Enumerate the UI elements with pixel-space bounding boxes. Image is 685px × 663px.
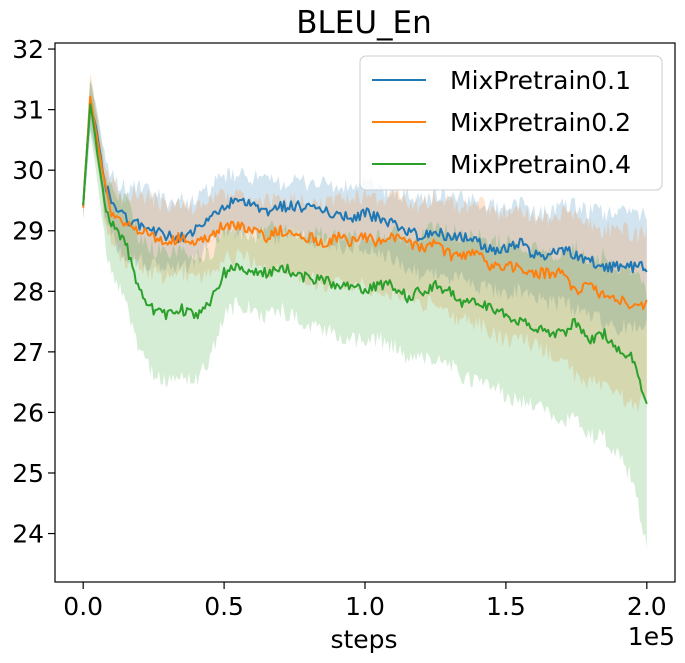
legend-label: MixPretrain0.2 bbox=[450, 108, 631, 137]
line-mixpretrain0-2 bbox=[82, 95, 648, 311]
uncertainty-bands bbox=[83, 72, 647, 549]
legend-label: MixPretrain0.1 bbox=[450, 66, 631, 95]
legend-label: MixPretrain0.4 bbox=[450, 150, 631, 179]
x-tick-label: 0.0 bbox=[63, 592, 103, 621]
band-mixpretrain0-1 bbox=[83, 81, 647, 337]
x-axis-label: steps bbox=[330, 625, 397, 654]
x-tick-label: 1.0 bbox=[345, 592, 385, 621]
chart-title: BLEU_En bbox=[296, 5, 432, 41]
y-tick-label: 24 bbox=[12, 520, 44, 549]
y-tick-label: 31 bbox=[12, 96, 44, 125]
y-tick-label: 26 bbox=[12, 398, 44, 427]
legend: MixPretrain0.1 MixPretrain0.2 MixPretrain0… bbox=[359, 55, 663, 191]
y-tick-label: 29 bbox=[12, 217, 44, 246]
x-axis-ticks: 0.0 0.5 1.0 1.5 2.0 bbox=[63, 582, 667, 621]
y-axis-ticks: 24 25 26 27 28 29 30 31 32 bbox=[12, 35, 55, 549]
y-tick-label: 27 bbox=[12, 338, 44, 367]
band-mixpretrain0-4 bbox=[83, 79, 647, 549]
line-mixpretrain0-4 bbox=[82, 103, 648, 405]
x-tick-label: 1.5 bbox=[486, 592, 526, 621]
y-tick-label: 32 bbox=[12, 35, 44, 64]
x-tick-label: 0.5 bbox=[204, 592, 244, 621]
y-tick-label: 25 bbox=[12, 459, 44, 488]
y-tick-label: 28 bbox=[12, 277, 44, 306]
y-tick-label: 30 bbox=[12, 156, 44, 185]
band-mixpretrain0-2 bbox=[83, 72, 647, 413]
x-tick-label: 2.0 bbox=[627, 592, 667, 621]
x-axis-offset-text: 1e5 bbox=[628, 622, 675, 651]
series-lines bbox=[82, 95, 648, 405]
legend-box bbox=[359, 55, 663, 191]
